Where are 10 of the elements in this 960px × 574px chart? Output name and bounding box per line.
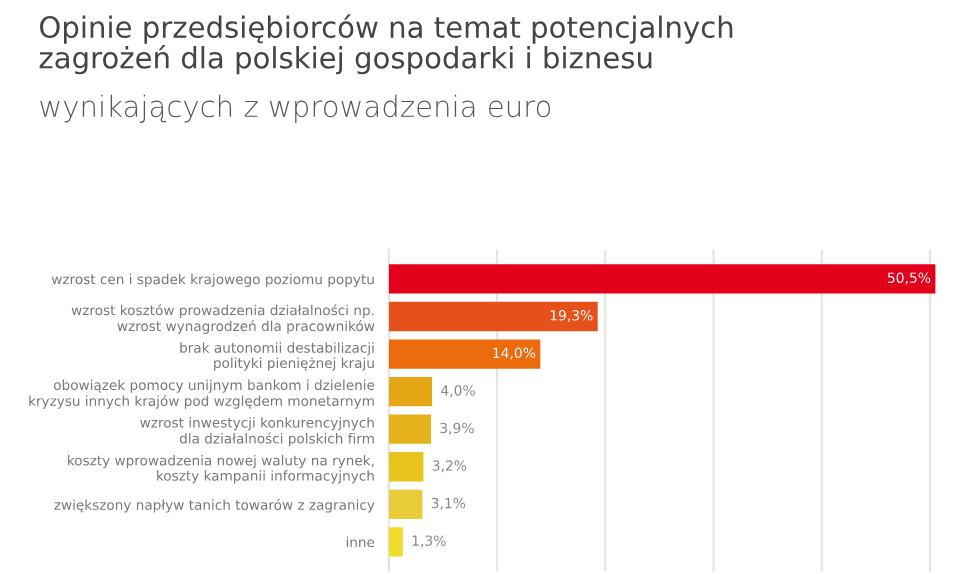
bar	[388, 489, 423, 519]
bar	[388, 301, 598, 332]
bar	[388, 414, 432, 444]
bar	[388, 527, 403, 557]
bar	[388, 339, 541, 369]
bar	[388, 452, 424, 482]
bar	[388, 376, 433, 407]
chart-title: Opinie przedsiębiorców na temat potencjalnych zagrożeń dla polskiej gospodarki i biznesu	[39, 14, 733, 75]
chart-subtitle: wynikających z wprowadzenia euro	[40, 94, 551, 123]
bar	[388, 264, 936, 294]
